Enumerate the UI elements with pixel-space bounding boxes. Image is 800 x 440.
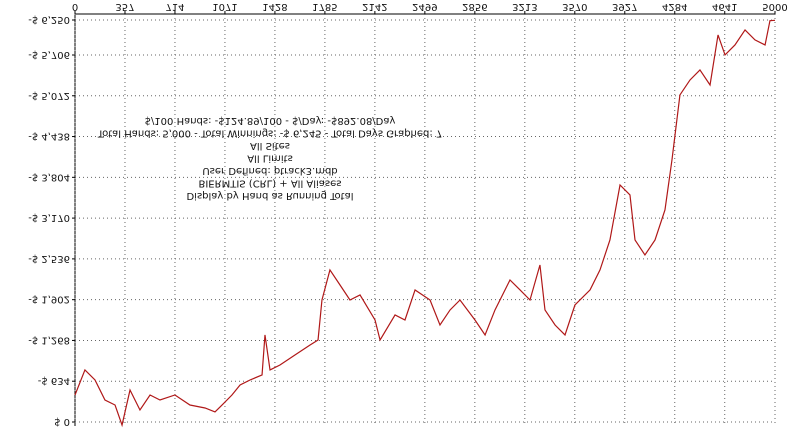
y-tick-label: -$ 6,250 <box>28 14 70 25</box>
x-tick-label: 4641 <box>712 1 737 12</box>
y-tick-label: -$ 5,706 <box>28 49 70 60</box>
x-tick-label: 1785 <box>312 1 337 12</box>
y-tick-label: -$ 4,438 <box>28 131 70 142</box>
y-tick-label: -$ 2,536 <box>28 253 70 264</box>
x-tick-label: 3213 <box>512 1 537 12</box>
x-tick-label: 0 <box>72 1 78 12</box>
y-tick-label: $ 0 <box>54 416 70 427</box>
x-tick-label: 2856 <box>462 1 487 12</box>
info-line: BIERMTIS (CRL) + All Aliases <box>198 178 341 189</box>
x-tick-label: 3570 <box>562 1 587 12</box>
info-line: All Sites <box>250 140 290 151</box>
info-line: Total Hands: 5,000 - Total Winnings: -$ … <box>97 128 443 139</box>
x-tick-label: 1428 <box>262 1 287 12</box>
info-line: Display by Hand as Running Total <box>186 190 353 201</box>
y-tick-label: -$ 634 <box>38 375 70 386</box>
x-tick-label: 1071 <box>212 1 237 12</box>
series-line <box>74 19 776 428</box>
y-tick-label: -$ 3,170 <box>28 212 70 223</box>
x-tick-label: 2142 <box>362 1 387 12</box>
x-tick-label: 714 <box>165 1 184 12</box>
x-tick-label: 357 <box>115 1 134 12</box>
y-tick-label: -$ 5,072 <box>28 90 70 101</box>
y-tick-label: -$ 1,902 <box>28 294 70 305</box>
x-tick-label: 2499 <box>412 1 437 12</box>
y-tick-label: -$ 1,268 <box>28 334 70 345</box>
y-tick-label: -$ 3,804 <box>28 171 70 182</box>
x-tick-label: 5000 <box>762 1 787 12</box>
info-line: All Limits <box>247 153 293 164</box>
x-tick-label: 3927 <box>612 1 637 12</box>
x-tick-label: 4284 <box>662 1 687 12</box>
info-line: $/100 Hands: -$124.89/100 - $/Day: -$892… <box>145 115 396 126</box>
info-line: User Defined: ptrack3.mdb <box>202 165 337 176</box>
